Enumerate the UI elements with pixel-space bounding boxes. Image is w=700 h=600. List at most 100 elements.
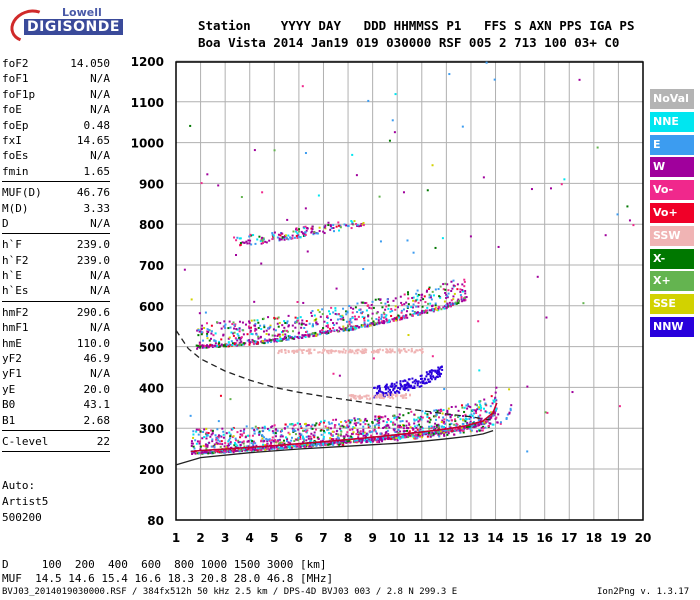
echo-point: [362, 430, 365, 433]
echo-point: [363, 317, 366, 320]
echo-point: [299, 437, 302, 440]
echo-point: [473, 416, 476, 419]
echo-point: [376, 351, 379, 354]
echo-point: [429, 370, 432, 373]
echo-point: [416, 382, 419, 385]
echo-point: [284, 445, 287, 448]
echo-point: [434, 304, 437, 307]
echo-point: [433, 308, 436, 311]
echo-point: [369, 324, 372, 327]
noise-point: [545, 316, 548, 319]
echo-point: [393, 438, 396, 441]
echo-point: [393, 429, 396, 432]
echo-point: [390, 385, 393, 388]
echo-point: [283, 320, 286, 323]
model-profile-line: [175, 429, 494, 466]
echo-point: [386, 386, 389, 389]
echo-point: [347, 324, 350, 327]
echo-point: [233, 324, 236, 327]
echo-point: [227, 345, 230, 348]
echo-point: [265, 443, 268, 446]
echo-point: [229, 437, 232, 440]
echo-point: [333, 324, 336, 327]
echo-point: [359, 440, 362, 443]
echo-point: [291, 350, 294, 353]
noise-point: [302, 301, 305, 304]
echo-point: [391, 318, 394, 321]
echo-point: [353, 396, 356, 399]
echo-point: [421, 410, 424, 413]
x-tick-label: 9: [368, 531, 376, 545]
echo-point: [430, 298, 433, 301]
echo-point: [331, 434, 334, 437]
echo-point: [453, 433, 456, 436]
echo-point: [284, 322, 287, 325]
echo-point: [211, 438, 214, 441]
x-tick-label: 16: [536, 531, 553, 545]
echo-point: [342, 425, 345, 428]
echo-point: [355, 422, 358, 425]
echo-point: [452, 284, 455, 287]
echo-point: [368, 398, 371, 401]
echo-point: [452, 295, 455, 298]
noise-point: [434, 246, 437, 249]
param-value: 22: [96, 434, 110, 448]
echo-point: [437, 426, 440, 429]
param-value: 1.65: [83, 164, 111, 178]
param-value: 239.0: [76, 238, 110, 252]
echo-point: [462, 431, 465, 434]
echo-point: [273, 447, 276, 450]
echo-point: [435, 413, 438, 416]
echo-point: [253, 329, 256, 332]
echo-point: [434, 369, 437, 372]
echo-point: [302, 438, 305, 441]
echo-point: [265, 241, 268, 244]
echo-point: [207, 432, 210, 435]
echo-point: [332, 311, 335, 314]
echo-point: [222, 433, 225, 436]
echo-point: [291, 337, 294, 340]
echo-point: [449, 416, 452, 419]
echo-point: [307, 435, 310, 438]
echo-point: [344, 441, 347, 444]
echo-point: [445, 296, 448, 299]
noise-point: [485, 61, 488, 64]
echo-point: [371, 395, 374, 398]
echo-point: [293, 236, 296, 239]
echo-point: [310, 311, 313, 314]
echo-point: [382, 392, 385, 395]
echo-point: [201, 324, 204, 327]
echo-point: [301, 336, 304, 339]
echo-point: [268, 429, 271, 432]
echo-point: [466, 407, 469, 410]
echo-point: [243, 428, 246, 431]
echo-point: [232, 451, 235, 454]
echo-point: [380, 393, 383, 396]
echo-point: [385, 305, 388, 308]
echo-point: [353, 352, 356, 355]
echo-point: [305, 439, 308, 442]
echo-point: [286, 320, 289, 323]
echo-point: [400, 309, 403, 312]
echo-point: [262, 238, 265, 241]
echo-point: [206, 433, 209, 436]
echo-point: [224, 343, 227, 346]
echo-point: [287, 314, 290, 317]
echo-point: [348, 320, 351, 323]
echo-point: [387, 395, 390, 398]
echo-point: [371, 312, 374, 315]
echo-point: [441, 368, 444, 371]
echo-point: [463, 285, 466, 288]
echo-point: [223, 320, 226, 323]
echo-point: [198, 452, 201, 455]
echo-point: [239, 243, 242, 246]
echo-point: [257, 326, 260, 329]
echo-point: [298, 445, 301, 448]
echo-point: [328, 422, 331, 425]
echo-point: [220, 440, 223, 443]
echo-point: [403, 388, 406, 391]
echo-point: [227, 341, 230, 344]
echo-point: [257, 321, 260, 324]
echo-point: [281, 435, 284, 438]
echo-point: [462, 428, 465, 431]
